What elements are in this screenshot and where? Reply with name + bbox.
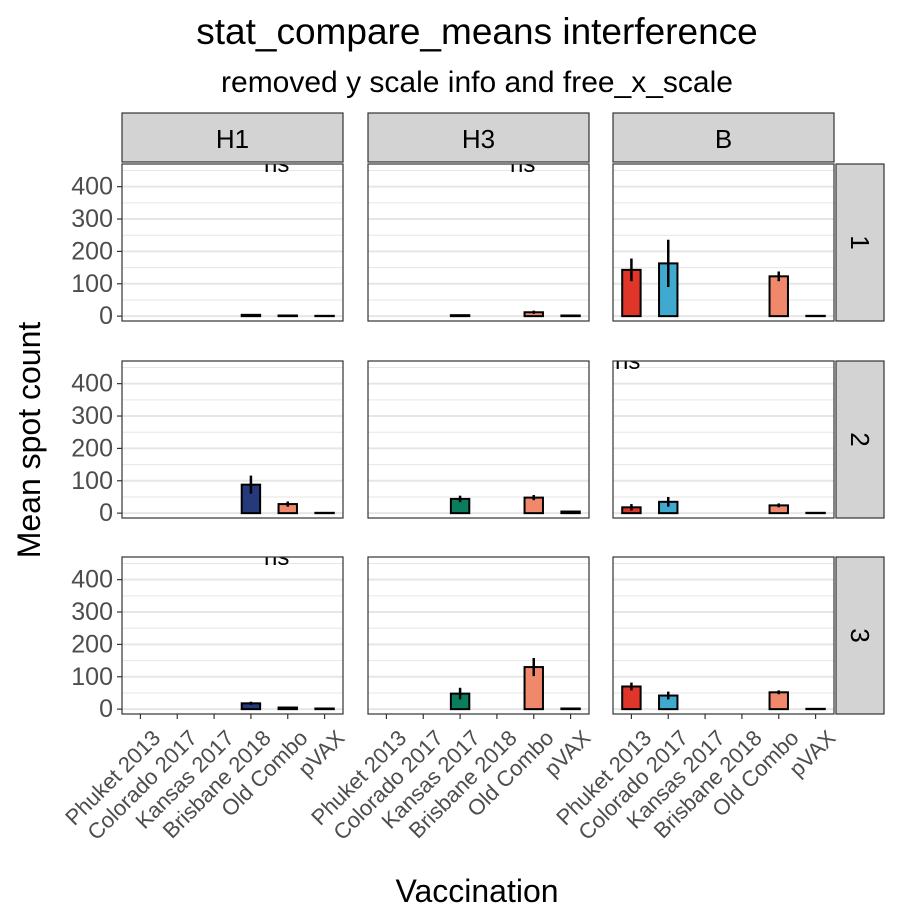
gridlines-row1-h1 <box>122 169 343 318</box>
y-tick-label-0: 0 <box>99 499 113 527</box>
annotation-group-row3-h1: ns <box>264 544 289 571</box>
panel-border-row3-b <box>612 556 835 715</box>
panel-row1-b <box>612 163 835 322</box>
gridlines-row3-h1 <box>122 562 343 711</box>
panel-border-row1-b <box>612 163 835 322</box>
annotation-group-row1-h1: ns <box>264 151 289 178</box>
y-tick-label-200: 200 <box>71 630 113 658</box>
gridlines-row1-h3 <box>368 169 589 318</box>
panel-row1-h3: ns <box>367 151 590 322</box>
panel-border-row3-h1 <box>121 556 344 715</box>
facet-panels: H1 H3 B123ns0100200300400ns0100200300400ns… <box>60 112 885 845</box>
y-tick-label-400: 400 <box>71 173 113 201</box>
annotation-ns: ns <box>615 348 640 375</box>
bars-row2-b <box>621 496 826 515</box>
bars-row2-h1 <box>240 475 335 515</box>
y-tick-label-200: 200 <box>71 434 113 462</box>
x-axis-label: Vaccination <box>395 873 558 909</box>
panel-row2-b: ns <box>612 348 835 519</box>
strip-row-2 <box>835 360 885 519</box>
panel-background-row3-h1 <box>122 557 343 714</box>
bar-old-combo <box>768 691 789 711</box>
y-tick-label-100: 100 <box>71 270 113 298</box>
panel-background-row1-h1 <box>122 164 343 321</box>
strip-row-3 <box>835 556 885 715</box>
panel-border-row1-h3 <box>367 163 590 322</box>
bars-row3-h1 <box>240 701 335 711</box>
panel-border-row3-h3 <box>367 556 590 715</box>
panel-background-row3-h3 <box>368 557 589 714</box>
strip-col-b <box>612 112 835 163</box>
annotation-ns: ns <box>264 151 289 178</box>
annotation-group-row1-h3: ns <box>510 151 535 178</box>
panel-border-row2-h3 <box>367 360 590 519</box>
panel-background-row2-h1 <box>122 361 343 518</box>
bar-old-combo <box>768 275 789 318</box>
panel-background-row2-b <box>613 361 834 518</box>
bars-row1-h3 <box>449 310 581 318</box>
panel-border-row2-b <box>612 360 835 519</box>
strip-col-h1 <box>121 112 344 163</box>
strip-row-label-1: 1 <box>845 235 875 249</box>
strip-col-label-b: B <box>715 124 732 154</box>
strip-col-label-h3: H3 <box>462 124 495 154</box>
y-axis-label: Mean spot count <box>11 322 47 559</box>
panel-row2-h1: 0 100 200 300 400 <box>71 360 344 527</box>
y-tick-label-400: 400 <box>71 566 113 594</box>
panel-background-row1-h3 <box>368 164 589 321</box>
y-tick-label-300: 300 <box>71 402 113 430</box>
bars-row1-b <box>621 239 826 318</box>
gridlines-row2-b <box>613 366 834 515</box>
gridlines-row1-b <box>613 169 834 318</box>
annotation-group-row2-b: ns <box>615 348 640 375</box>
gridlines-row2-h3 <box>368 366 589 515</box>
panel-row1-h1: ns 0 100 200 300 400 <box>71 151 344 330</box>
y-tick-label-100: 100 <box>71 467 113 495</box>
strip-row-label-2: 2 <box>845 432 875 446</box>
chart-subtitle: removed y scale info and free_x_scale <box>221 66 733 99</box>
gridlines-row3-b <box>613 562 834 711</box>
bars-row3-h3 <box>449 657 581 711</box>
strip-col-h3 <box>367 112 590 163</box>
bars-row1-h1 <box>240 313 335 318</box>
gridlines-row2-h1 <box>122 366 343 515</box>
panel-row2-h3 <box>367 360 590 519</box>
y-tick-label-200: 200 <box>71 237 113 265</box>
strip-row-label-3: 3 <box>845 628 875 642</box>
y-tick-label-0: 0 <box>99 302 113 330</box>
bars-row3-b <box>621 682 826 711</box>
y-tick-label-100: 100 <box>71 663 113 691</box>
y-tick-label-300: 300 <box>71 205 113 233</box>
y-tick-label-400: 400 <box>71 370 113 398</box>
y-tick-label-0: 0 <box>99 695 113 723</box>
gridlines-row3-h3 <box>368 562 589 711</box>
panel-border-row2-h1 <box>121 360 344 519</box>
panel-background-row1-b <box>613 164 834 321</box>
strip-col-label-h1: H1 <box>216 124 249 154</box>
strip-row-1 <box>835 163 885 322</box>
annotation-ns: ns <box>264 544 289 571</box>
panel-border-row1-h1 <box>121 163 344 322</box>
annotation-ns: ns <box>510 151 535 178</box>
panel-background-row2-h3 <box>368 361 589 518</box>
bars-row2-h3 <box>449 495 581 515</box>
chart-title: stat_compare_means interference <box>196 11 757 52</box>
y-tick-label-300: 300 <box>71 598 113 626</box>
panel-background-row3-b <box>613 557 834 714</box>
